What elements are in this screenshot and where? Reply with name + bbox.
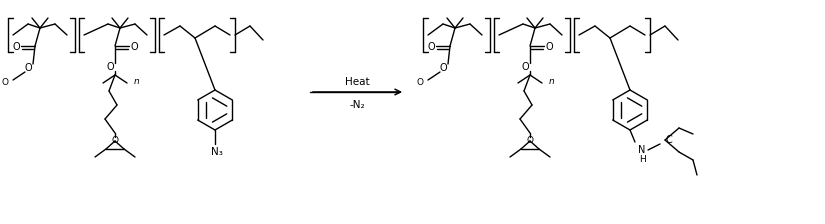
- Text: n: n: [549, 77, 555, 86]
- Text: O: O: [526, 136, 534, 144]
- Text: O: O: [130, 42, 138, 52]
- Text: n: n: [134, 77, 140, 86]
- Text: O: O: [24, 63, 32, 73]
- Text: O: O: [12, 42, 20, 52]
- Text: O: O: [439, 63, 447, 73]
- Text: O: O: [521, 62, 529, 72]
- Text: N: N: [639, 145, 646, 155]
- Text: O: O: [106, 62, 114, 72]
- Text: O: O: [2, 78, 8, 86]
- Text: -N₂: -N₂: [350, 100, 365, 110]
- Text: H: H: [639, 155, 645, 164]
- Text: O: O: [545, 42, 553, 52]
- Text: Heat: Heat: [345, 77, 370, 87]
- Text: C: C: [666, 135, 672, 145]
- Text: O: O: [427, 42, 435, 52]
- Text: O: O: [111, 136, 119, 144]
- Text: O: O: [417, 78, 423, 86]
- Text: N₃: N₃: [211, 147, 223, 157]
